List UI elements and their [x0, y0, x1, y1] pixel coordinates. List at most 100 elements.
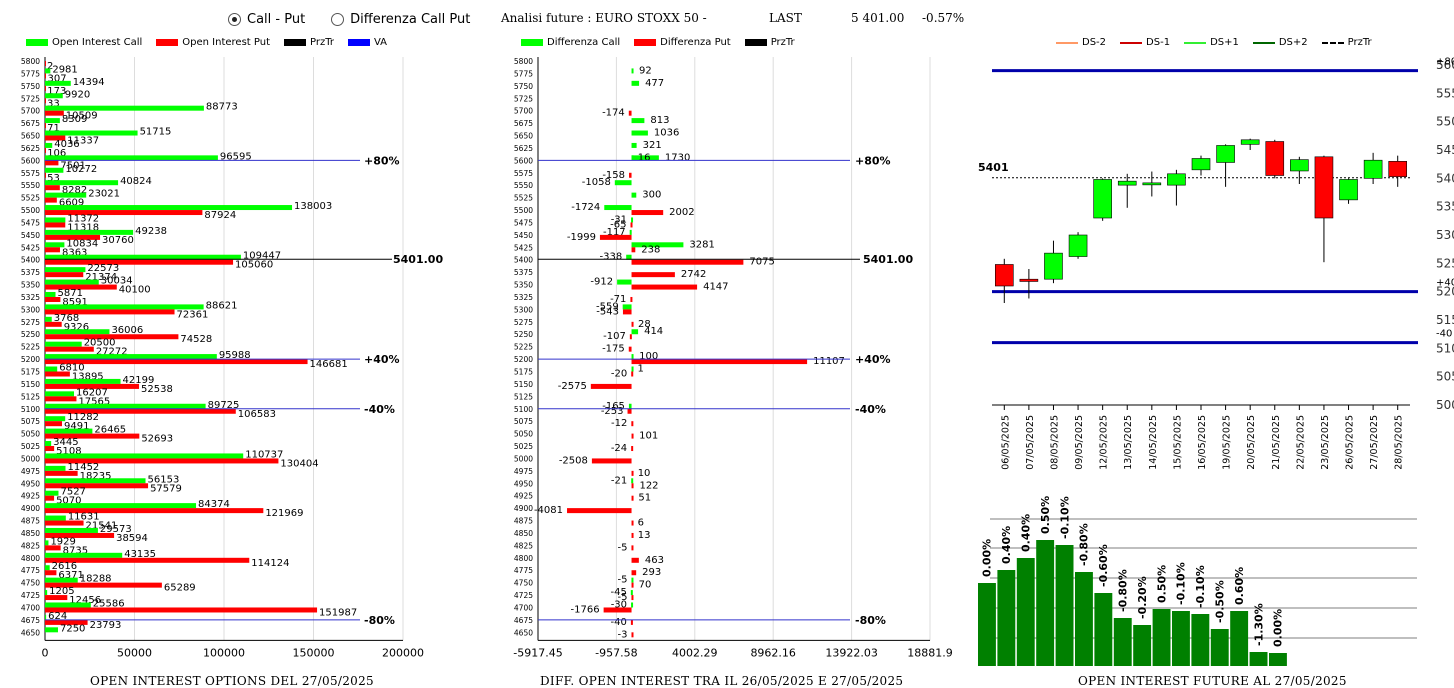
call-value-label: 96595	[220, 151, 252, 162]
put-value-label: 9326	[64, 322, 89, 333]
radio-differenza[interactable]: Differenza Call Put	[331, 12, 470, 27]
put-value-label: 52538	[141, 384, 173, 395]
diff-put-label: 13	[638, 530, 651, 541]
x-tick-label: 18881.9	[907, 646, 953, 659]
call-value-label: 20500	[84, 338, 116, 349]
strike-label: 5325	[514, 293, 533, 302]
put-bar	[45, 532, 115, 538]
diff-put-bar	[631, 595, 634, 601]
legend-item: Differenza Put	[634, 37, 731, 48]
put-value-label: 106583	[238, 409, 276, 420]
call-value-label: 18288	[80, 574, 112, 585]
diff-call-label: -45	[610, 587, 626, 598]
call-value-label: 8309	[62, 114, 87, 125]
call-bar	[45, 167, 64, 173]
y-tick-label: 5350	[1436, 200, 1454, 214]
strike-label: 5750	[21, 82, 40, 91]
strike-label: 5550	[21, 181, 40, 190]
put-value-label: 65289	[164, 583, 196, 594]
strike-label: 5550	[514, 181, 533, 190]
put-value-label: 57579	[150, 483, 182, 494]
put-value-label: 21541	[86, 521, 118, 532]
put-value-label: 52693	[141, 434, 173, 445]
put-value-label: 74528	[180, 334, 212, 345]
diff-call-bar	[631, 602, 634, 608]
put-bar	[45, 508, 264, 514]
strike-label: 5725	[514, 94, 533, 103]
strike-label: 5100	[514, 405, 533, 414]
diff-call-label: -912	[590, 277, 613, 288]
put-value-label: 17565	[78, 396, 110, 407]
strike-label: 5275	[21, 318, 40, 327]
reference-label: -40%	[855, 403, 886, 416]
diff-put-label: 7075	[749, 257, 774, 268]
diff-put-bar	[599, 234, 632, 240]
diff-call-label: 100	[639, 351, 658, 362]
future-bar	[1210, 629, 1229, 666]
put-bar	[45, 371, 70, 377]
diff-put-bar	[631, 582, 634, 588]
strike-label: 5725	[21, 94, 40, 103]
strike-label: 5075	[21, 417, 40, 426]
call-value-label: 88773	[206, 102, 238, 113]
call-bar	[45, 354, 217, 360]
strike-label: 4725	[21, 591, 40, 600]
put-value-label: 33	[47, 98, 60, 109]
call-bar	[45, 378, 121, 384]
date-label: 14/05/2025	[1148, 415, 1159, 470]
strike-label: 4825	[514, 541, 533, 550]
strike-label: 5250	[21, 330, 40, 339]
put-value-label: 23793	[90, 620, 122, 631]
legend-item: Open Interest Put	[156, 37, 270, 48]
strike-label: 4900	[514, 504, 533, 513]
future-bar-label: 0.40%	[1000, 526, 1013, 564]
diff-put-label: 51	[638, 493, 651, 504]
y-tick-label: 5100	[1436, 341, 1454, 355]
legend-item: Open Interest Call	[26, 37, 142, 48]
future-bar	[1055, 545, 1074, 666]
call-value-label: 16207	[76, 387, 108, 398]
diff-put-bar	[631, 483, 634, 489]
call-value-label: 7527	[60, 487, 85, 498]
strike-label: 5525	[21, 194, 40, 203]
put-bar	[45, 85, 46, 91]
date-label: 20/05/2025	[1246, 415, 1257, 470]
radio-call-put[interactable]: Call - Put	[228, 12, 305, 27]
strike-label: 5375	[514, 268, 533, 277]
reference-label: -80%	[364, 614, 395, 627]
candle-body	[1117, 180, 1137, 186]
put-bar	[45, 135, 66, 141]
diff-put-label: -1999	[567, 232, 596, 243]
put-bar	[45, 346, 94, 352]
diff-put-bar	[591, 458, 632, 464]
future-bar	[1191, 614, 1210, 666]
call-value-label: 26465	[94, 425, 126, 436]
strike-label: 4775	[514, 566, 533, 575]
diff-call-bar	[631, 478, 634, 484]
diff-put-bar	[630, 222, 633, 228]
y-tick-label: 5000	[1436, 398, 1454, 412]
put-value-label: 151987	[319, 607, 357, 618]
put-bar	[45, 73, 46, 79]
radio-call-put-label: Call - Put	[247, 12, 306, 27]
diff-put-bar	[631, 247, 636, 253]
strike-label: 4900	[21, 504, 40, 513]
strike-label: 4825	[21, 541, 40, 550]
strike-label: 5475	[514, 218, 533, 227]
legend-item: DS+1	[1184, 37, 1239, 48]
candle-body	[1142, 182, 1162, 186]
diff-call-bar	[631, 577, 634, 583]
diff-call-bar	[617, 279, 632, 285]
date-label: 28/05/2025	[1394, 415, 1405, 470]
put-bar	[45, 284, 117, 290]
future-bar	[997, 570, 1016, 666]
strike-label: 4975	[514, 467, 533, 476]
strike-label: 5200	[514, 355, 533, 364]
diff-put-label: -543	[596, 306, 619, 317]
put-value-label: 6371	[58, 570, 83, 581]
diff-call-bar	[631, 155, 659, 161]
call-bar	[45, 590, 48, 596]
call-value-label: 11452	[67, 462, 99, 473]
call-value-label: 84374	[198, 499, 230, 510]
diff-open-interest-chart: -5917.45 -957.58 4002.29 8962.16 13922.03 188…	[513, 57, 953, 659]
